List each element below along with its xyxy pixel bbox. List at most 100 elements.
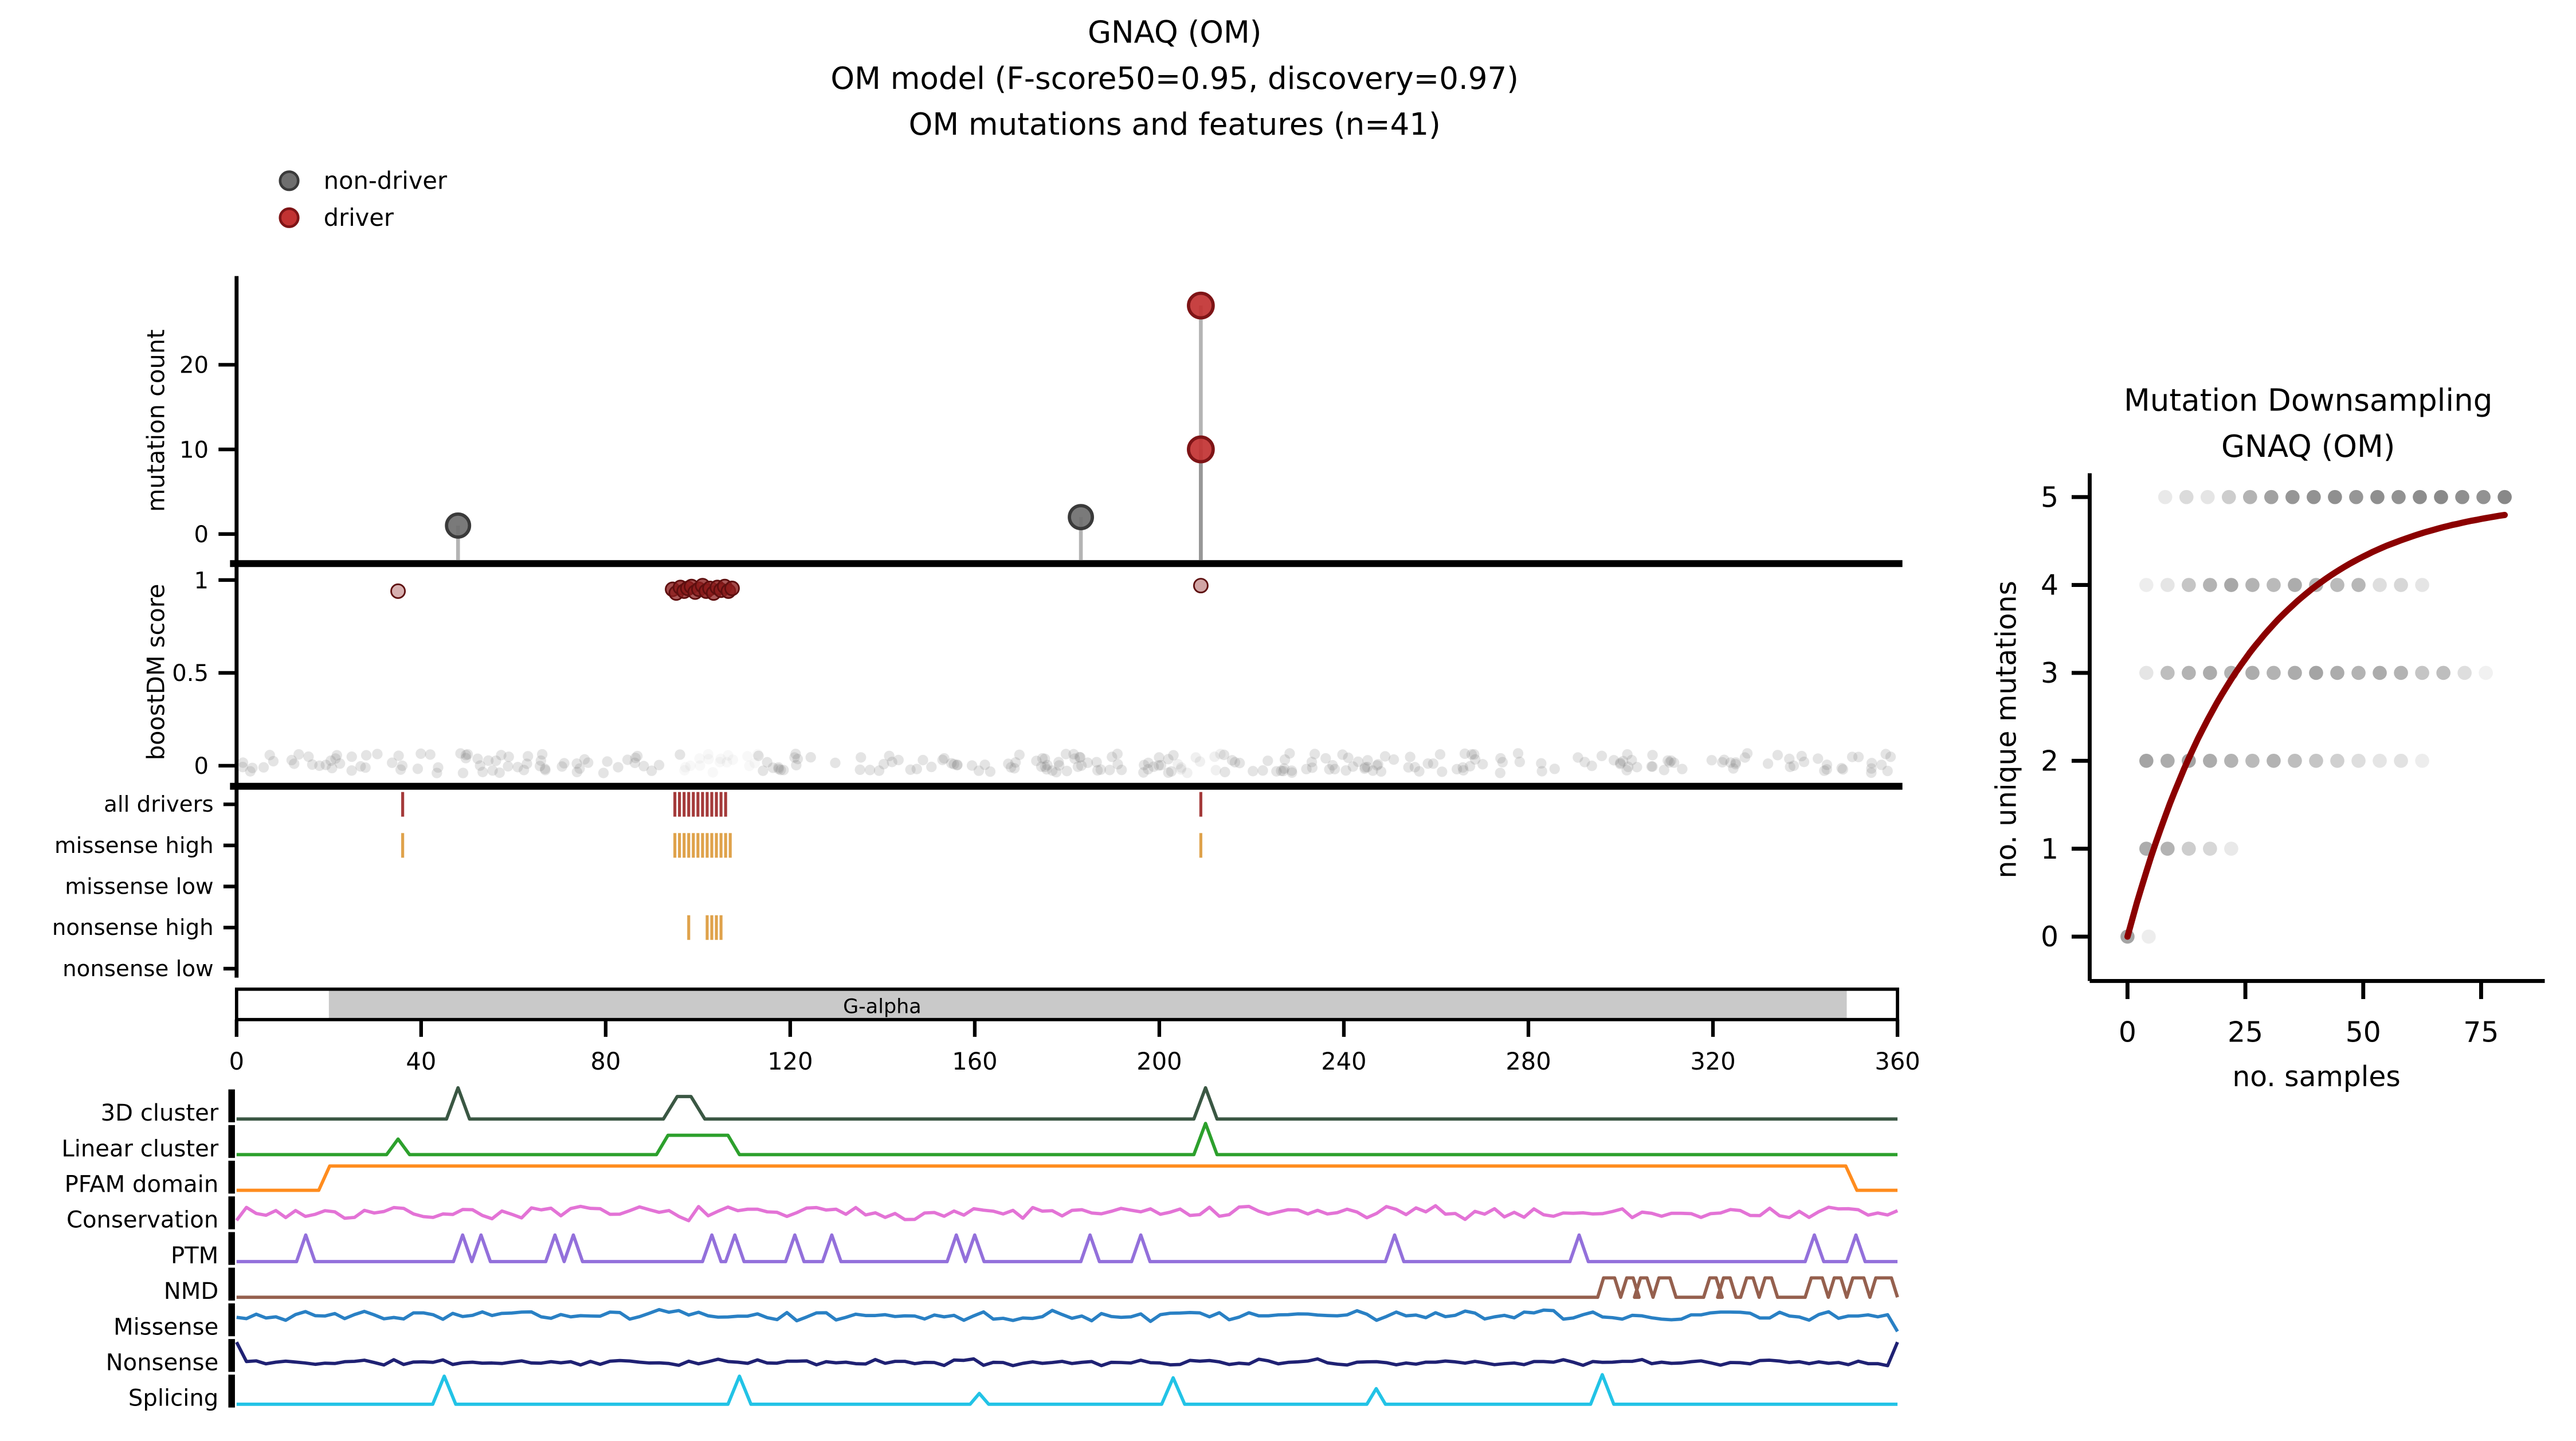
downsampling-dot [2264, 490, 2279, 504]
downsampling-dot [2139, 578, 2154, 592]
nondriver-score-dot [1324, 764, 1335, 775]
nondriver-score-dot [703, 749, 713, 760]
nondriver-score-dot [1452, 763, 1463, 775]
nondriver-score-dot [1677, 763, 1688, 774]
downsampling-dot [2288, 665, 2302, 680]
nondriver-score-dot [503, 751, 514, 762]
row-label-nonsense-low: nonsense low [62, 956, 214, 982]
nondriver-score-dot [1362, 755, 1373, 766]
nondriver-score-dot [1003, 758, 1014, 769]
nondriver-score-dot [952, 759, 963, 770]
downsampling-dot [2349, 490, 2363, 504]
downsampling-y-axis-label: no. unique mutations [1990, 581, 2022, 878]
nondriver-score-dot [1075, 752, 1086, 763]
nondriver-score-dot [1359, 763, 1370, 774]
nondriver-score-dot [1005, 762, 1017, 773]
x-tick-label: 320 [1690, 1047, 1735, 1075]
nondriver-score-dot [1646, 761, 1657, 772]
x-tick-label: 240 [1321, 1047, 1366, 1075]
downsampling-dot [2203, 665, 2217, 680]
nondriver-score-dot [477, 766, 488, 778]
nondriver-score-dot [1041, 764, 1052, 775]
nondriver-score-dot [1428, 758, 1439, 769]
downsampling-dot [2330, 665, 2344, 680]
nondriver-score-dot [1437, 766, 1448, 777]
downsampling-title-line-2: GNAQ (OM) [2221, 429, 2395, 464]
mutation-dot-non-driver [445, 512, 472, 539]
nondriver-score-dot [360, 762, 371, 773]
nondriver-score-dot [1061, 765, 1072, 777]
x-tick-label: 200 [1136, 1047, 1182, 1075]
nondriver-score-dot [1271, 766, 1282, 777]
nondriver-score-dot [1248, 766, 1258, 777]
nondriver-score-dot [1262, 755, 1273, 766]
nondriver-score-dot [1362, 762, 1373, 773]
nondriver-score-dot [346, 765, 357, 776]
downsampling-dot [2415, 665, 2429, 680]
nondriver-score-dot [1163, 754, 1174, 765]
downsampling-x-tick-label: 0 [2119, 1016, 2136, 1048]
nondriver-score-dot [1343, 752, 1354, 763]
downsampling-dot [2309, 753, 2323, 768]
nondriver-score-dot [1047, 765, 1058, 776]
nondriver-score-dot [331, 750, 343, 761]
nondriver-score-dot [245, 766, 256, 777]
nondriver-score-dot [330, 753, 341, 764]
non-driver-legend-marker [279, 170, 300, 191]
nondriver-score-dot [574, 763, 585, 774]
nondriver-score-dot [598, 768, 609, 778]
track-label-ptm: PTM [171, 1243, 218, 1269]
downsampling-dot [2142, 929, 2156, 944]
nondriver-score-dot [1784, 753, 1795, 765]
nondriver-score-dot [695, 760, 705, 771]
track-line-linear-cluster [236, 1122, 1898, 1157]
nondriver-score-dot [1031, 755, 1042, 766]
nondriver-score-dot [773, 762, 784, 773]
nondriver-score-dot [1060, 749, 1072, 759]
downsampling-dot [2285, 490, 2300, 504]
nondriver-score-dot [395, 764, 406, 775]
nondriver-score-dot [1095, 764, 1106, 775]
downsampling-dot [2179, 490, 2194, 504]
track-label-3d-cluster: 3D cluster [101, 1100, 219, 1126]
nondriver-score-dot [432, 768, 442, 778]
nondriver-score-dot [887, 757, 897, 768]
nondriver-score-dot [1469, 754, 1481, 765]
nondriver-score-dot [289, 758, 300, 769]
track-line-3d-cluster [236, 1086, 1898, 1121]
nondriver-score-dot [571, 758, 582, 769]
nondriver-score-dot [268, 755, 279, 767]
nondriver-score-dot [534, 761, 546, 772]
nondriver-score-dot [758, 765, 769, 776]
nondriver-score-dot [753, 750, 764, 761]
boostdm-y-tick-label: 1 [194, 567, 209, 594]
nondriver-score-dot [307, 759, 318, 770]
nondriver-score-dot [939, 753, 950, 764]
nondriver-score-dot [1340, 765, 1351, 776]
nondriver-score-dot [519, 765, 530, 776]
nondriver-score-dot [1615, 758, 1626, 770]
nondriver-score-dot [911, 763, 922, 774]
nondriver-score-dot [727, 754, 738, 765]
nondriver-score-dot [1051, 766, 1062, 778]
nondriver-score-dot [360, 750, 372, 761]
mutation-dot-non-driver [1068, 504, 1095, 531]
nondriver-score-dot [1215, 749, 1226, 759]
nondriver-score-dot [1139, 759, 1150, 770]
mutation-count-axis-label: mutation count [142, 330, 170, 512]
main-title: GNAQ (OM) OM model (F-score50=0.95, disc… [830, 15, 1519, 143]
nondriver-score-dot [1706, 755, 1718, 766]
nondriver-score-dot [1218, 749, 1230, 761]
nondriver-score-dot [1622, 761, 1634, 773]
downsampling-dot [2245, 665, 2260, 680]
nondriver-score-dot [1459, 748, 1471, 759]
downsampling-dot [2497, 490, 2512, 504]
nondriver-score-dot [1209, 751, 1220, 762]
downsampling-dot [2370, 490, 2385, 504]
nondriver-score-dot [792, 753, 803, 765]
nondriver-score-dot [539, 763, 551, 774]
nondriver-score-dot [1837, 764, 1848, 775]
nondriver-score-dot [973, 765, 985, 776]
driver-legend-label: driver [324, 203, 394, 232]
